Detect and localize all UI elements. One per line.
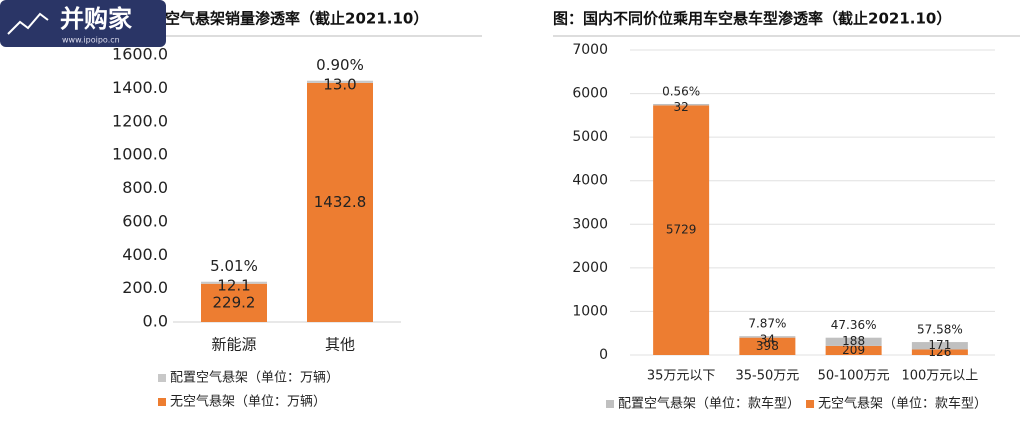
x-tick-label: 其他 [325, 336, 355, 354]
watermark-box [0, 0, 166, 47]
bar-segment [825, 337, 882, 346]
y-tick-label: 3000 [572, 216, 608, 232]
y-tick-label: 5000 [572, 129, 608, 145]
legend-swatch [806, 400, 815, 408]
bar-segment [201, 281, 267, 284]
bar-segment [911, 349, 968, 355]
penetration-label: 47.36% [831, 318, 877, 332]
bar-segment [739, 336, 796, 338]
data-label: 5729 [666, 223, 697, 237]
bar-segment [825, 345, 882, 355]
data-label: 34 [760, 332, 775, 346]
legend-swatch [606, 400, 614, 408]
y-tick-label: 4000 [572, 173, 608, 189]
chart-title: 图：国内不同价位乘用车空悬车型渗透率（截止2021.10） [553, 10, 951, 28]
x-tick-label: 35-50万元 [735, 369, 799, 384]
data-label: 13.0 [323, 76, 356, 94]
data-label: 12.1 [217, 277, 250, 295]
data-label: 188 [842, 334, 865, 348]
data-label: 32 [673, 100, 688, 114]
data-label: 1432.8 [314, 193, 367, 211]
y-tick-label: 0.0 [143, 312, 168, 331]
y-tick-label: 6000 [572, 86, 608, 102]
watermark-url: www.ipoipo.cn [62, 36, 120, 45]
watermark-icon [7, 12, 49, 35]
bar-segment [201, 283, 267, 322]
data-label: 398 [756, 339, 779, 353]
y-tick-label: 1600.0 [112, 45, 168, 64]
y-tick-label: 1000 [572, 303, 608, 319]
y-tick-label: 2000 [572, 260, 608, 276]
data-label: 229.2 [213, 293, 256, 311]
y-tick-label: 1400.0 [112, 78, 168, 97]
bar-segment [307, 82, 373, 323]
penetration-label: 0.56% [662, 84, 700, 98]
y-tick-label: 7000 [572, 42, 608, 58]
legend-label: 配置空气悬架（单位：万辆） [170, 370, 339, 386]
penetration-label: 7.87% [748, 317, 786, 331]
y-tick-label: 800.0 [122, 178, 168, 197]
y-tick-label: 400.0 [122, 245, 168, 264]
legend-label: 无空气悬架（单位：款车型） [818, 396, 987, 412]
data-label: 171 [928, 338, 951, 352]
legend-swatch [158, 374, 166, 382]
penetration-label: 5.01% [210, 257, 258, 275]
watermark: 并购家 www.ipoipo.cn [0, 0, 166, 47]
x-tick-label: 新能源 [211, 336, 256, 354]
y-tick-label: 1200.0 [112, 111, 168, 130]
legend-swatch [158, 398, 166, 406]
bar-segment [739, 337, 796, 355]
x-tick-label: 50-100万元 [818, 369, 890, 384]
charts: 0.0 200.0 400.0 600.0 800.0 1000.0 1200.0 1400.… [112, 42, 995, 412]
x-tick-label: 35万元以下 [647, 369, 716, 384]
bar-segment [653, 105, 710, 355]
bar-segment [653, 103, 710, 106]
penetration-label: 0.90% [316, 56, 364, 74]
legend-label: 无空气悬架（单位：万辆） [170, 394, 326, 410]
y-tick-label: 600.0 [122, 211, 168, 230]
watermark-name: 并购家 [60, 5, 132, 33]
y-tick-label: 0 [599, 347, 608, 363]
y-tick-label: 1000.0 [112, 145, 168, 164]
bar-segment [911, 342, 968, 350]
bar-segment [307, 80, 373, 83]
x-tick-label: 100万元以上 [901, 369, 978, 384]
legend-label: 配置空气悬架（单位：款车型） [618, 396, 800, 412]
data-label: 209 [842, 343, 865, 357]
y-tick-label: 200.0 [122, 278, 168, 297]
penetration-label: 57.58% [917, 323, 963, 337]
